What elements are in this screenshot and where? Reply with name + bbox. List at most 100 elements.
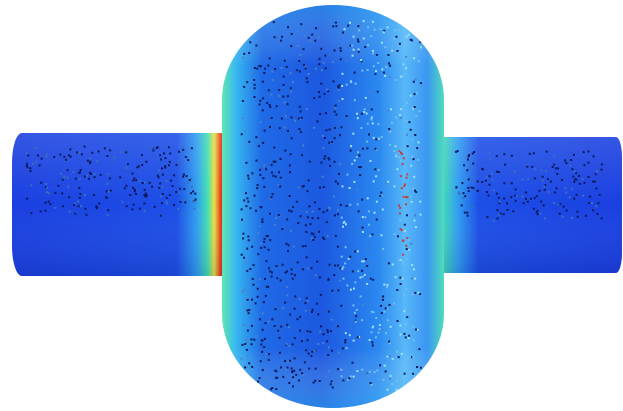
speckle [503, 153, 506, 156]
speckle [359, 295, 362, 298]
speckle [379, 364, 382, 367]
speckle [26, 162, 28, 165]
speckle [256, 287, 259, 290]
speckle [375, 138, 378, 141]
speckle [105, 190, 108, 193]
speckle [261, 109, 264, 112]
speckle [318, 95, 321, 98]
speckle [372, 65, 375, 68]
speckle [180, 162, 183, 165]
speckle [399, 206, 402, 209]
speckle [386, 355, 389, 358]
speckle [582, 151, 585, 154]
speckle [399, 283, 402, 285]
speckle [371, 122, 374, 125]
speckle [158, 169, 161, 172]
speckle [246, 341, 248, 344]
speckle [337, 213, 340, 216]
speckle [297, 186, 300, 189]
speckle [492, 219, 495, 222]
speckle [284, 368, 287, 371]
speckle [329, 164, 332, 167]
speckle [243, 85, 246, 88]
speckle [387, 109, 390, 112]
speckle [384, 307, 387, 310]
speckle [352, 339, 355, 342]
speckle [417, 158, 420, 161]
speckle [352, 304, 355, 307]
speckle [405, 248, 408, 250]
speckle [170, 179, 173, 182]
speckle [258, 377, 261, 380]
speckle [471, 205, 474, 208]
speckle [74, 202, 76, 205]
speckle [350, 81, 353, 84]
speckle [273, 36, 276, 39]
speckle [370, 108, 373, 111]
speckle [334, 214, 336, 217]
speckle [506, 202, 508, 205]
speckle [399, 333, 402, 336]
speckle [137, 165, 140, 168]
speckle [419, 213, 422, 216]
speckle [354, 320, 357, 323]
speckle [289, 87, 292, 90]
speckle [336, 245, 339, 248]
speckle [48, 192, 51, 195]
speckle [78, 178, 81, 180]
speckle [253, 194, 256, 197]
speckle [318, 57, 321, 60]
speckle [498, 213, 501, 216]
speckle [272, 21, 275, 24]
speckle [248, 309, 251, 311]
speckle [392, 302, 395, 305]
speckle [455, 186, 458, 189]
speckle [64, 158, 67, 161]
speckle [244, 366, 246, 369]
speckle [359, 53, 362, 56]
speckle [366, 140, 369, 143]
speckle [558, 212, 561, 215]
speckle [575, 178, 578, 181]
speckle [169, 152, 172, 155]
speckle [565, 191, 568, 194]
speckle [531, 165, 534, 168]
speckle [416, 366, 419, 368]
speckle [543, 188, 546, 191]
speckle [311, 311, 313, 313]
speckle [391, 358, 394, 360]
speckle [160, 202, 163, 205]
speckle [362, 260, 365, 263]
speckle [310, 267, 313, 270]
speckle [113, 156, 116, 159]
speckle [291, 343, 294, 346]
speckle [370, 331, 373, 334]
speckle [340, 255, 343, 258]
speckle [361, 226, 364, 229]
speckle [322, 211, 325, 214]
speckle [302, 144, 305, 147]
speckle [399, 324, 402, 327]
speckle [312, 233, 315, 236]
speckle [353, 311, 356, 314]
speckle [499, 212, 502, 215]
speckle [533, 167, 536, 170]
speckle [259, 173, 262, 176]
speckle [318, 63, 321, 66]
speckle [289, 313, 292, 316]
speckle [542, 204, 545, 207]
speckle [240, 208, 243, 211]
speckle [564, 186, 567, 189]
speckle [269, 270, 272, 273]
speckle [410, 39, 413, 42]
speckle [346, 173, 349, 176]
speckle [488, 175, 491, 178]
speckle [163, 152, 165, 155]
speckle [368, 370, 371, 373]
speckle [375, 53, 378, 56]
speckle [595, 170, 598, 173]
speckle [598, 193, 601, 196]
speckle [536, 209, 539, 212]
speckle [499, 200, 501, 203]
